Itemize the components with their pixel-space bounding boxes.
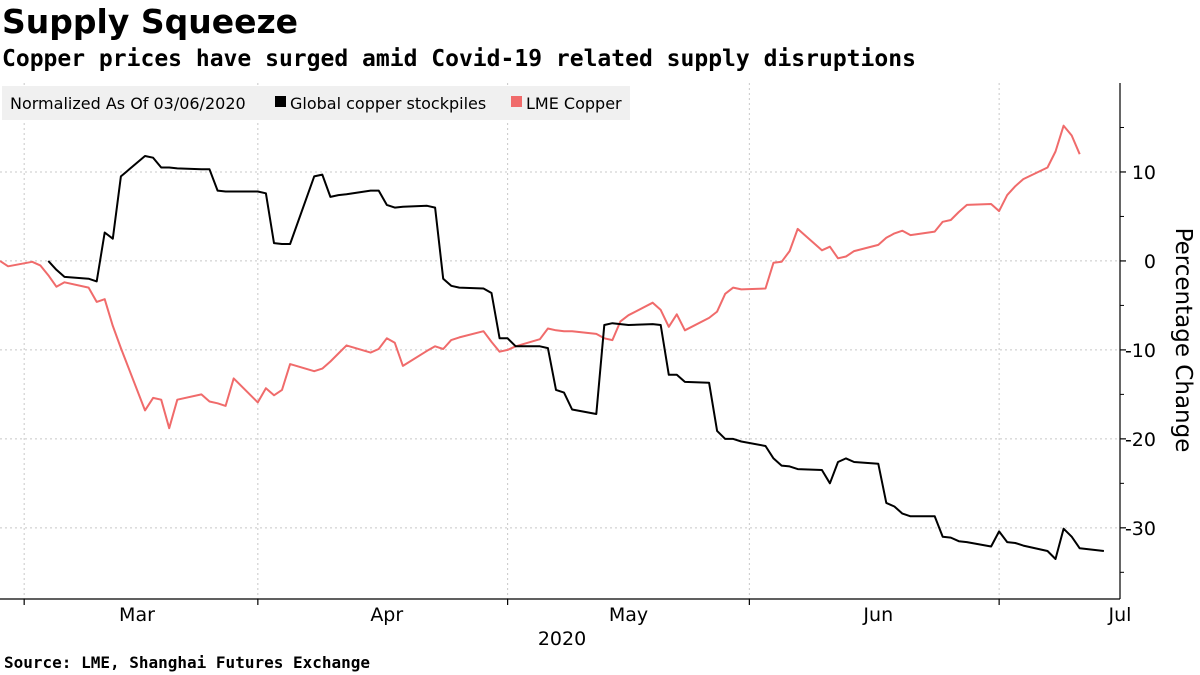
chart-title: Supply Squeeze [2,2,299,41]
x-tick-label: Apr [370,604,403,626]
series-lines [0,124,1105,560]
y-tick-label: -30 [1125,518,1156,540]
series-line-lme-copper [0,124,1081,430]
tick-labels: 10 0 -10 -20 -30 Mar Apr May Jun Jul [23,126,1156,626]
legend-background [2,86,630,120]
x-year-label: 2020 [538,628,586,650]
y-tick-label: -10 [1125,340,1156,362]
x-tick-label: May [609,604,648,626]
legend: Normalized As Of 03/06/2020 Global coppe… [2,86,630,120]
y-axis-title: Percentage Change [1170,228,1196,453]
axes [0,83,1121,600]
series-line-stockpiles [47,155,1105,560]
legend-swatch-stockpiles [275,96,286,107]
y-tick-label: 0 [1144,251,1156,273]
legend-label-stockpiles: Global copper stockpiles [290,94,486,113]
source-note: Source: LME, Shanghai Futures Exchange [4,653,371,672]
y-tick-label: 10 [1132,162,1156,184]
gridlines [0,83,1120,599]
x-tick-label: Jul [1108,604,1132,626]
legend-label-lme: LME Copper [526,94,622,113]
legend-swatch-lme [511,96,522,107]
x-tick-label: Mar [119,604,155,626]
y-tick-label: -20 [1125,429,1156,451]
legend-note: Normalized As Of 03/06/2020 [10,94,246,113]
x-tick-label: Jun [862,604,893,626]
chart-subtitle: Copper prices have surged amid Covid-19 … [2,46,916,72]
